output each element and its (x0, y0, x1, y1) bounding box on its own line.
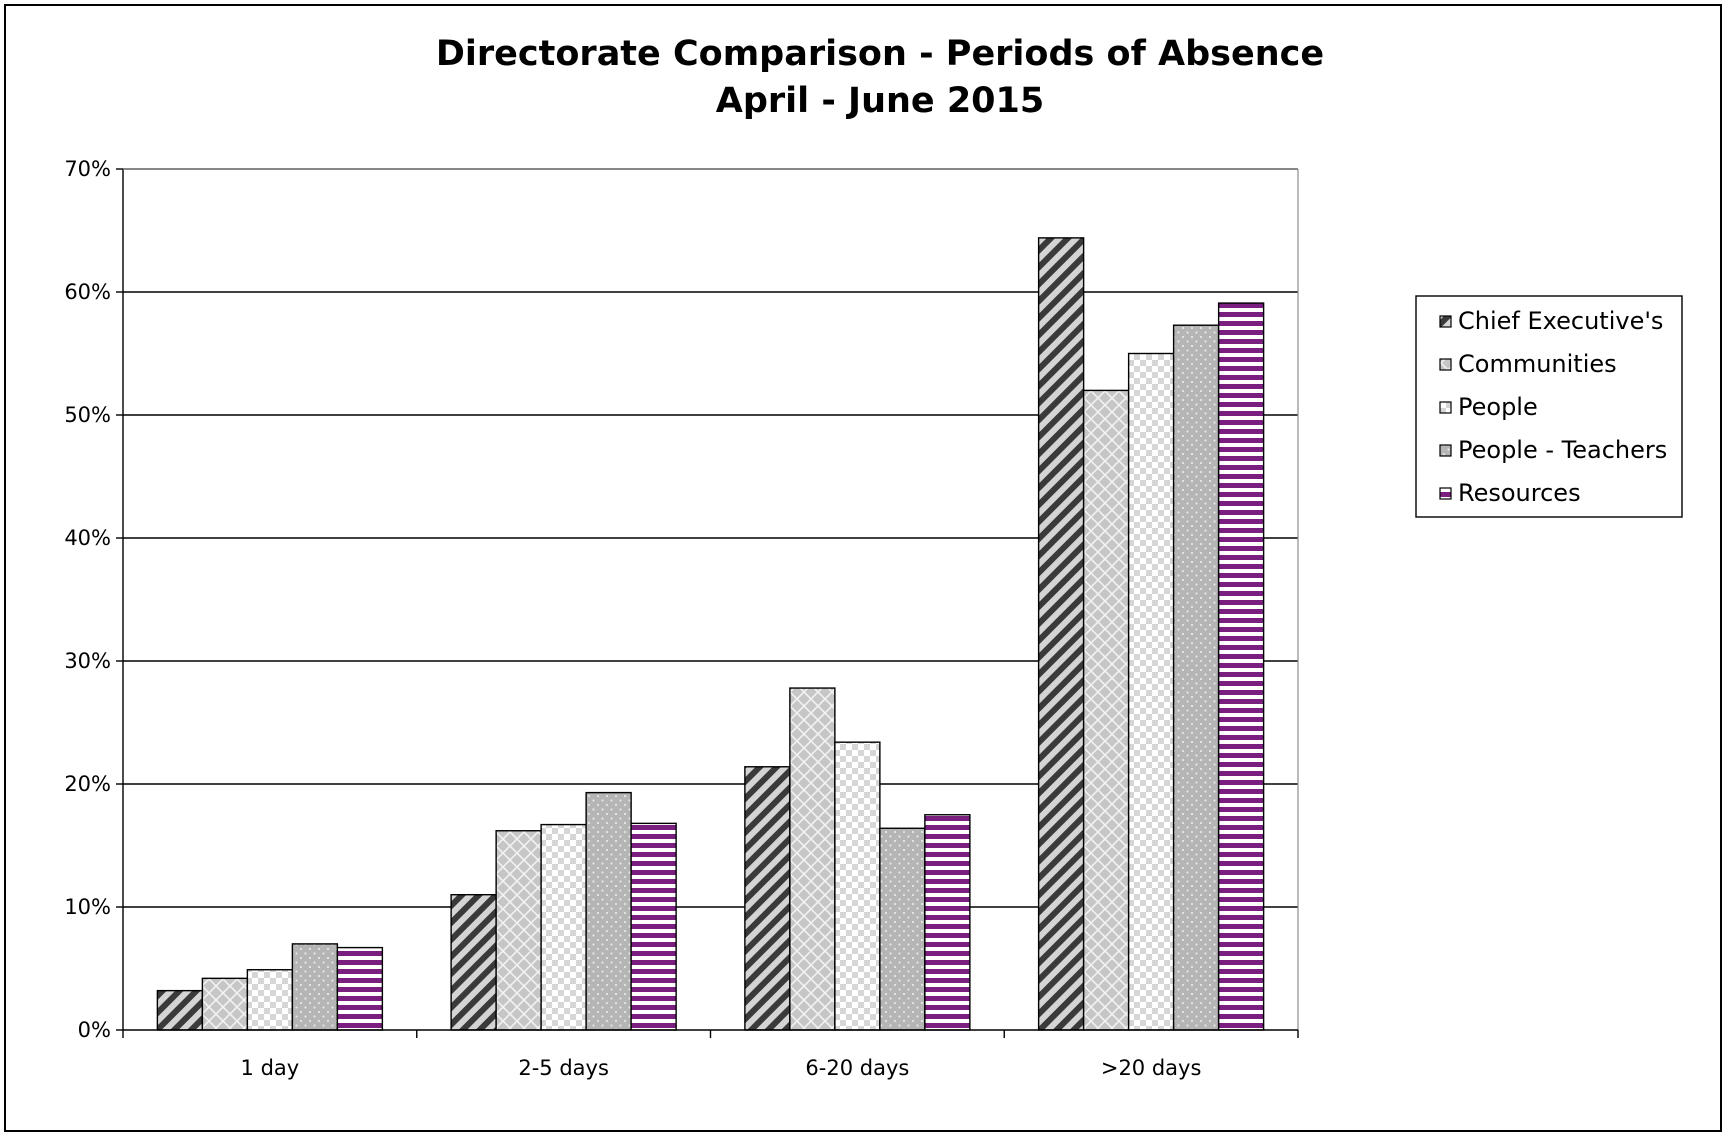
bar (879, 827, 926, 1031)
series-resources (336, 302, 1265, 1031)
bar (201, 977, 249, 1031)
x-tick-label: >20 days (1101, 1056, 1202, 1080)
legend-label: Resources (1458, 479, 1581, 507)
bar (540, 823, 587, 1031)
x-tick-label: 2-5 days (518, 1056, 609, 1080)
bar (924, 814, 971, 1031)
y-axis-ticks: 0% 10% 20% 30% 40% 50% 60% 70% (64, 157, 123, 1042)
chart-title: Directorate Comparison - Periods of Abse… (436, 34, 1324, 121)
bar (834, 741, 881, 1031)
x-tick-label: 1 day (241, 1056, 300, 1080)
chart-title-line-1: Directorate Comparison - Periods of Abse… (436, 34, 1324, 74)
bar (585, 791, 632, 1031)
bar (1037, 237, 1085, 1031)
y-tick-label: 50% (64, 403, 111, 427)
series-people (246, 352, 1175, 1031)
series-communities (201, 389, 1130, 1031)
series-people-teachers (291, 324, 1220, 1031)
bar (336, 946, 384, 1031)
bars (156, 237, 1265, 1031)
bar (744, 766, 791, 1031)
bar (1217, 302, 1265, 1031)
bar-chart: Directorate Comparison - Periods of Abse… (64, 34, 1683, 1080)
legend-swatch (1439, 315, 1452, 328)
legend: Chief Executive's Communities People People… (1415, 295, 1683, 518)
y-tick-label: 20% (64, 772, 111, 796)
bar (1127, 352, 1175, 1031)
bar (1082, 389, 1130, 1031)
bar (246, 969, 294, 1031)
bar (630, 822, 677, 1031)
chart-title-line-2: April - June 2015 (716, 81, 1044, 121)
y-tick-label: 30% (64, 649, 111, 673)
legend-label: Communities (1458, 350, 1617, 378)
y-tick-label: 40% (64, 526, 111, 550)
bar (789, 687, 836, 1031)
x-tick-label: 6-20 days (805, 1056, 909, 1080)
bar (156, 989, 204, 1031)
legend-swatch (1439, 401, 1452, 414)
y-tick-label: 0% (78, 1018, 111, 1042)
bar (450, 894, 497, 1031)
chart-frame: Directorate Comparison - Periods of Abse… (4, 4, 1722, 1132)
x-axis-ticks: 1 day 2-5 days 6-20 days >20 days (122, 1030, 1299, 1080)
legend-swatch (1439, 487, 1452, 500)
legend-box (1415, 295, 1683, 518)
legend-swatch (1439, 444, 1452, 457)
legend-label: Chief Executive's (1458, 307, 1663, 335)
y-tick-label: 60% (64, 280, 111, 304)
series-chief-executive-s (156, 237, 1085, 1031)
bar (291, 943, 339, 1031)
legend-label: People - Teachers (1458, 436, 1667, 464)
bar (1172, 324, 1220, 1031)
y-tick-label: 10% (64, 895, 111, 919)
legend-label: People (1458, 393, 1538, 421)
legend-swatch (1439, 358, 1452, 371)
y-tick-label: 70% (64, 157, 111, 181)
bar (495, 830, 542, 1031)
